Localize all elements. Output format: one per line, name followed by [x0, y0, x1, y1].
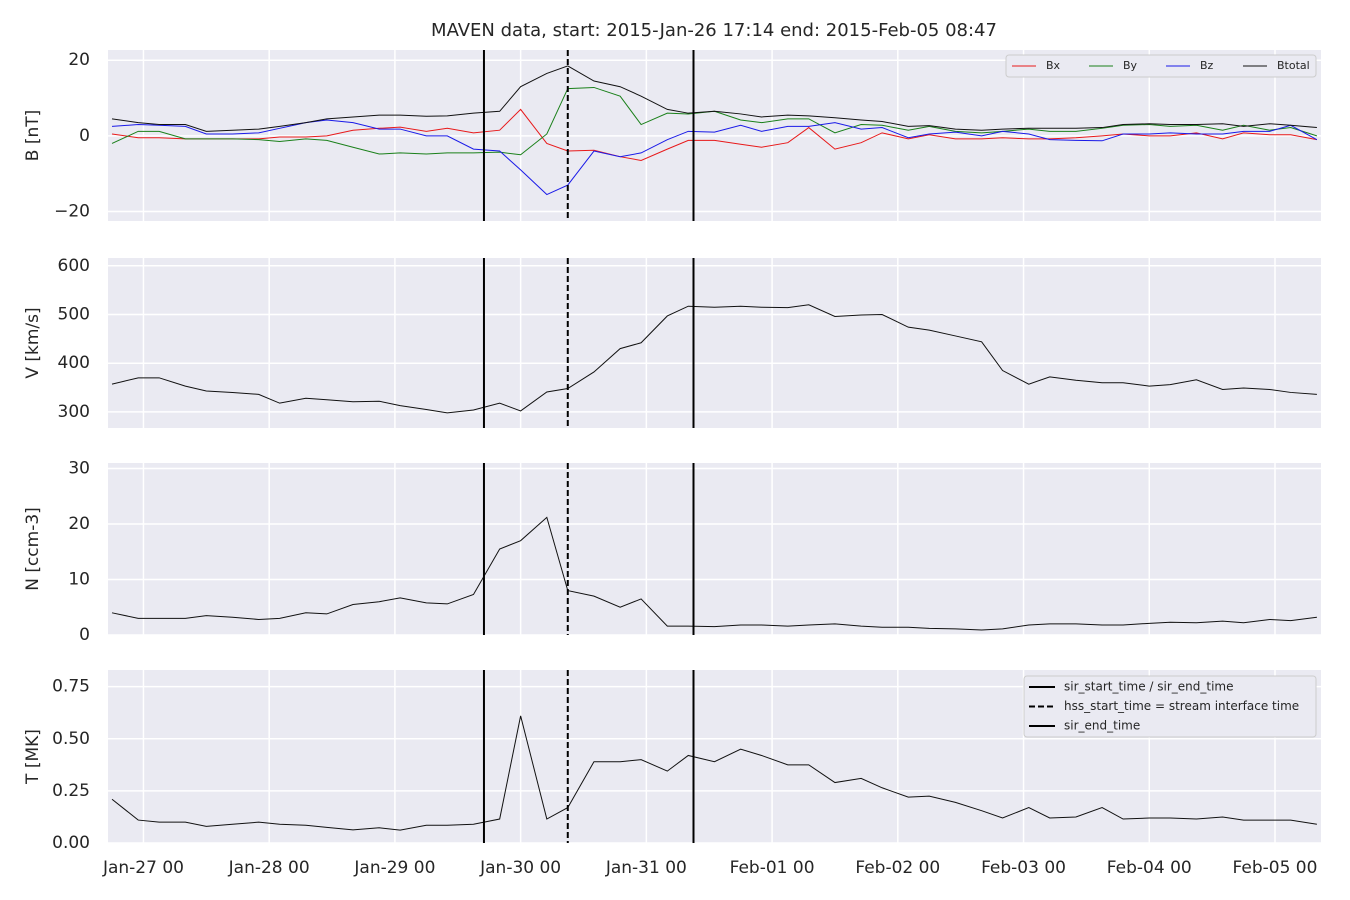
- y-axis-label: T [MK]: [23, 729, 43, 785]
- x-tick-label: Feb-04 00: [1107, 858, 1192, 878]
- y-tick-label: 0: [79, 126, 90, 146]
- y-tick-label: 20: [68, 514, 90, 534]
- plot-background: [108, 258, 1321, 428]
- legend: sir_start_time / sir_end_time hss_start_t…: [1023, 675, 1317, 738]
- x-tick-label: Feb-01 00: [730, 858, 815, 878]
- legend-label: hss_start_time = stream interface time: [1064, 699, 1299, 713]
- y-tick-label: 10: [68, 570, 90, 590]
- y-tick-label: 600: [58, 256, 90, 276]
- y-axis-label: N [ccm-3]: [23, 507, 43, 591]
- legend-label: Bz: [1200, 59, 1214, 72]
- x-tick-label: Feb-05 00: [1233, 858, 1318, 878]
- y-tick-label: 0.75: [52, 677, 90, 697]
- x-tick-label: Jan-30 00: [479, 858, 561, 878]
- y-tick-label: 0.00: [52, 833, 90, 853]
- x-tick-label: Jan-31 00: [605, 858, 687, 878]
- legend-label: Btotal: [1277, 59, 1310, 72]
- y-tick-label: 0.50: [52, 729, 90, 749]
- x-tick-label: Feb-02 00: [855, 858, 940, 878]
- y-axis-label: B [nT]: [23, 110, 43, 162]
- legend-label: Bx: [1046, 59, 1061, 72]
- y-tick-label: 0.25: [52, 781, 90, 801]
- y-tick-label: 30: [68, 459, 90, 479]
- data-line: [111, 65, 1317, 132]
- y-tick-label: 400: [58, 353, 90, 373]
- legend-label: By: [1123, 59, 1138, 72]
- y-tick-label: −20: [54, 202, 90, 222]
- y-tick-label: 0: [79, 625, 90, 645]
- legend-box: [1023, 675, 1317, 738]
- data-line: [111, 108, 1317, 161]
- legend-box: [1005, 54, 1317, 78]
- data-line: [111, 516, 1317, 631]
- y-tick-label: 300: [58, 402, 90, 422]
- x-tick-label: Jan-28 00: [228, 858, 310, 878]
- legend-label: sir_end_time: [1064, 719, 1140, 733]
- data-line: [111, 715, 1317, 831]
- x-tick-label: Jan-27 00: [102, 858, 184, 878]
- x-tick-label: Jan-29 00: [353, 858, 435, 878]
- legend: Bx By Bz Btotal: [1005, 54, 1317, 78]
- legend-label: sir_start_time / sir_end_time: [1064, 680, 1234, 694]
- x-tick-label: Feb-03 00: [981, 858, 1066, 878]
- data-line: [111, 304, 1317, 414]
- y-axis-label: V [km/s]: [23, 307, 43, 378]
- y-tick-label: 20: [68, 50, 90, 70]
- plot-background: [108, 463, 1321, 635]
- chart-title: MAVEN data, start: 2015-Jan-26 17:14 end…: [431, 20, 997, 41]
- y-tick-label: 500: [58, 305, 90, 325]
